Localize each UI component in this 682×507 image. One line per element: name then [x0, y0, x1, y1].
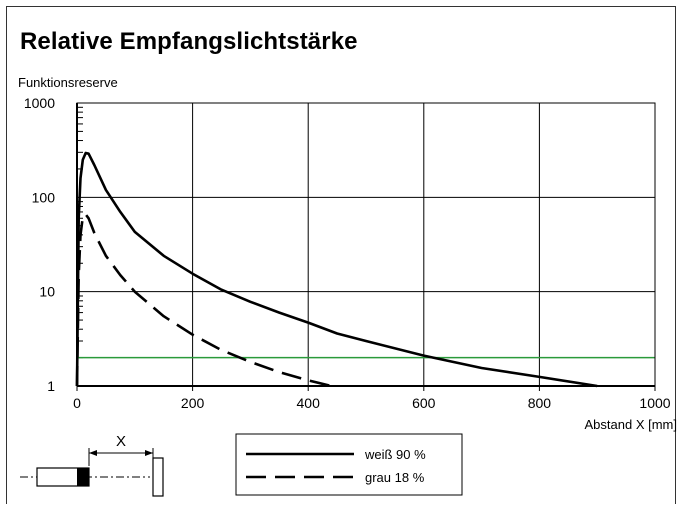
y-tick-label: 10	[39, 284, 55, 300]
y-tick-label: 1	[47, 378, 55, 394]
y-axis-label: Funktionsreserve	[18, 75, 118, 90]
x-tick-label: 600	[412, 395, 436, 411]
x-axis-label: Abstand X [mm]	[585, 417, 677, 432]
x-tick-label: 400	[297, 395, 321, 411]
legend-label-grau: grau 18 %	[365, 470, 425, 485]
x-tick-label: 1000	[639, 395, 670, 411]
series-group	[75, 151, 598, 388]
axes	[76, 102, 656, 387]
y-tick-labels: 1 10 100 1000	[24, 95, 55, 394]
dimension-arrow-left	[89, 450, 97, 456]
y-tick-label: 1000	[24, 95, 55, 111]
chart-title: Relative Empfangslichtstärke	[20, 28, 358, 55]
series-line-weiss	[75, 151, 598, 388]
dimension-arrow-right	[145, 450, 153, 456]
figure-frame	[6, 6, 676, 504]
x-tick-label: 800	[528, 395, 552, 411]
legend-box	[235, 433, 463, 496]
x-tick-label: 0	[73, 395, 81, 411]
sensor-lens	[77, 468, 89, 486]
y-tick-label: 100	[32, 189, 56, 205]
legend-label-weiss: weiß 90 %	[364, 447, 426, 462]
distance-schematic: X	[20, 433, 164, 497]
legend: weiß 90 % grau 18 %	[235, 433, 463, 496]
series-line-grau	[75, 213, 332, 388]
x-tick-label: 200	[181, 395, 205, 411]
x-tick-labels: 0 200 400 600 800 1000	[73, 386, 671, 411]
plot-border	[76, 102, 656, 387]
dimension-label: X	[116, 433, 126, 450]
grid-lines	[77, 102, 656, 386]
reflector-target	[152, 457, 164, 497]
